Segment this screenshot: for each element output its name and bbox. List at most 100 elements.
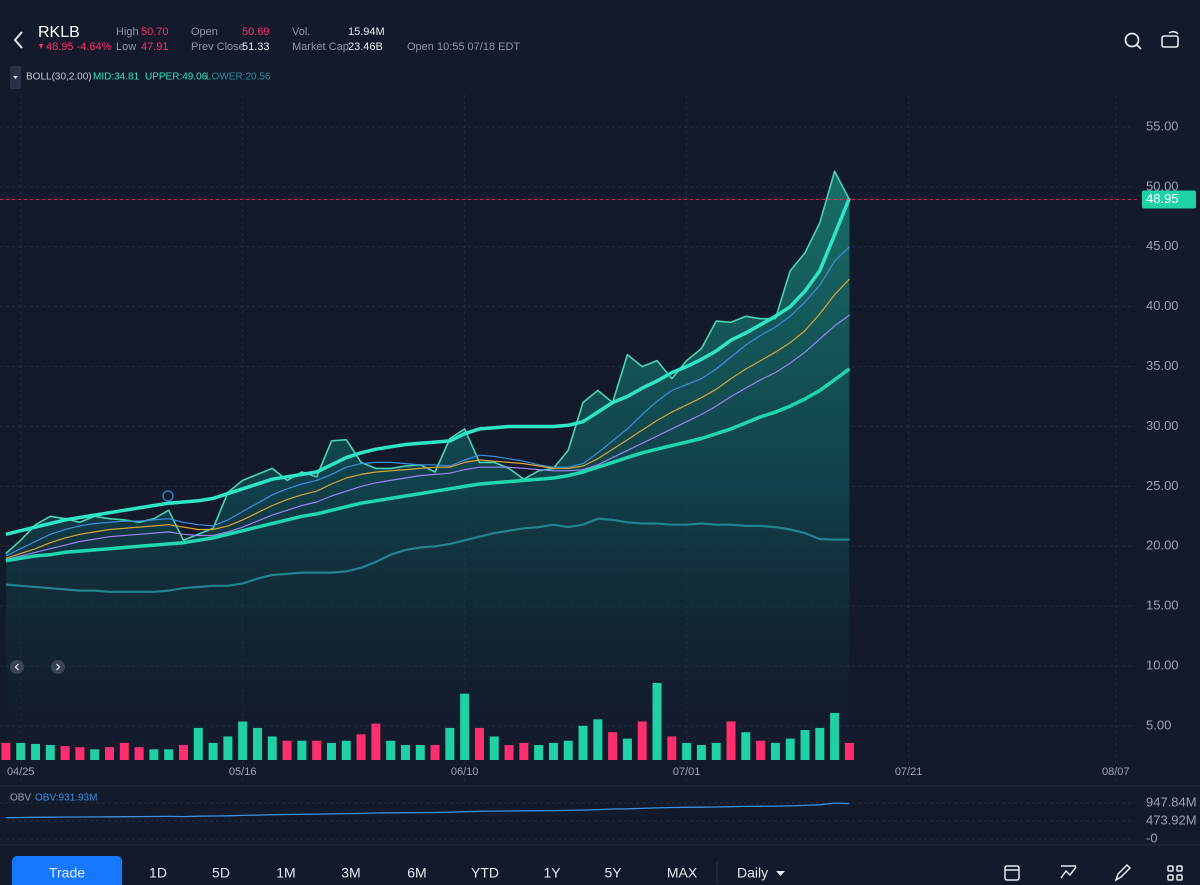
- back-button[interactable]: [13, 31, 23, 49]
- trade-label: Trade: [49, 865, 85, 881]
- stat-label: High: [116, 26, 139, 38]
- indicator-line: [5, 367, 851, 563]
- scroll-left[interactable]: [10, 660, 24, 674]
- x-tick-label: 07/21: [895, 766, 923, 778]
- volume-bar: [785, 738, 795, 760]
- price-area: [5, 171, 850, 761]
- rotate-button[interactable]: [1161, 30, 1179, 48]
- layout-button[interactable]: [1167, 865, 1183, 881]
- y-tick-label: 40.00: [1146, 298, 1179, 313]
- y-tick-label: 25.00: [1146, 478, 1179, 493]
- volume-bar: [193, 727, 203, 760]
- volume-bar: [60, 746, 70, 760]
- volume-bar: [726, 721, 736, 760]
- stat-value: 51.33: [242, 41, 270, 53]
- obv-name: OBV: [10, 793, 31, 804]
- volume-bar: [489, 736, 499, 760]
- range-tab[interactable]: 1Y: [543, 865, 561, 881]
- interval-label[interactable]: Daily: [737, 865, 768, 881]
- draw-button[interactable]: [1114, 863, 1132, 882]
- volume-bar: [504, 745, 514, 760]
- indicator-line: [5, 246, 850, 557]
- stat-label: Vol.: [292, 26, 310, 38]
- obv-tick-label: -0: [1146, 830, 1158, 845]
- volume-bar: [815, 727, 825, 760]
- volume-bar: [297, 740, 307, 760]
- stat-value: 50.69: [242, 26, 270, 38]
- price-change: 48.95 -4.64%: [46, 41, 112, 53]
- y-tick-label: 45.00: [1146, 238, 1179, 253]
- interval-arrow: [776, 871, 785, 876]
- volume-bar: [696, 745, 706, 760]
- volume-bar: [90, 749, 100, 760]
- volume-bar: [356, 734, 366, 760]
- volume-bar: [711, 742, 721, 760]
- volume-bar: [563, 740, 573, 760]
- volume-bar: [105, 747, 115, 760]
- scroll-right[interactable]: [51, 660, 65, 674]
- volume-bar: [31, 743, 41, 760]
- volume-bar: [45, 745, 55, 760]
- search-button[interactable]: [1124, 32, 1142, 50]
- range-tab[interactable]: YTD: [471, 865, 499, 881]
- stat-label: Low: [116, 41, 136, 53]
- volume-bar: [252, 727, 262, 760]
- range-tab[interactable]: MAX: [667, 865, 698, 881]
- volume-bar: [770, 742, 780, 760]
- obv-tick-label: 947.84M: [1146, 794, 1197, 809]
- range-tab[interactable]: 1D: [149, 865, 167, 881]
- volume-bar: [756, 740, 766, 760]
- down-arrow: [39, 44, 43, 49]
- volume-bar: [371, 723, 381, 760]
- volume-bar: [652, 682, 662, 760]
- volume-bar: [208, 742, 218, 760]
- volume-bar: [223, 736, 233, 760]
- volume-bar: [326, 742, 336, 760]
- calendar-button[interactable]: [1004, 865, 1020, 881]
- range-tab[interactable]: 3M: [341, 865, 360, 881]
- y-tick-label: 30.00: [1146, 418, 1179, 433]
- x-tick-label: 06/10: [451, 766, 479, 778]
- x-tick-label: 08/07: [1102, 766, 1130, 778]
- indicator-line: [5, 197, 852, 537]
- stat-label: Open: [191, 26, 218, 38]
- range-tab[interactable]: 5Y: [604, 865, 622, 881]
- volume-bar: [16, 742, 26, 760]
- range-tab[interactable]: 5D: [212, 865, 230, 881]
- last-price-label: 48.95: [1146, 191, 1179, 206]
- obv-value: OBV:931.93M: [35, 793, 97, 804]
- volume-bar: [622, 738, 632, 760]
- indicator-mid: MID:34.81: [93, 72, 140, 83]
- x-tick-label: 07/01: [673, 766, 701, 778]
- obv-tick-label: 473.92M: [1146, 812, 1197, 827]
- volume-bar: [741, 732, 751, 760]
- volume-bar: [267, 736, 277, 760]
- volume-bar: [341, 740, 351, 760]
- market-status: Open 10:55 07/18 EDT: [407, 41, 520, 53]
- indicator-button[interactable]: [1060, 865, 1077, 879]
- event-marker[interactable]: [162, 490, 174, 502]
- dropdown-arrow: [13, 76, 18, 79]
- volume-bar: [282, 740, 292, 760]
- volume-bar: [682, 742, 692, 760]
- volume-bar: [844, 742, 854, 760]
- volume-bar: [830, 712, 840, 760]
- volume-bar: [519, 742, 529, 760]
- volume-bar: [608, 732, 618, 760]
- range-tabs: 1D 5D 1M 3M 6M YTD 1Y 5Y MAX: [149, 865, 698, 881]
- trade-button[interactable]: [12, 856, 122, 885]
- range-tab[interactable]: 1M: [276, 865, 295, 881]
- volume-bar: [430, 745, 440, 760]
- range-tab[interactable]: 6M: [407, 865, 426, 881]
- stat-value: 23.46B: [348, 41, 383, 53]
- indicator-name: BOLL(30,2.00): [26, 72, 92, 83]
- y-tick-label: 55.00: [1146, 118, 1179, 133]
- volume-bar: [800, 730, 810, 760]
- y-tick-label: 35.00: [1146, 358, 1179, 373]
- volume-bar: [667, 736, 677, 760]
- volume-bar: [445, 727, 455, 760]
- x-tick-label: 05/16: [229, 766, 257, 778]
- volume-bar: [119, 742, 129, 760]
- volume-bar: [474, 727, 484, 760]
